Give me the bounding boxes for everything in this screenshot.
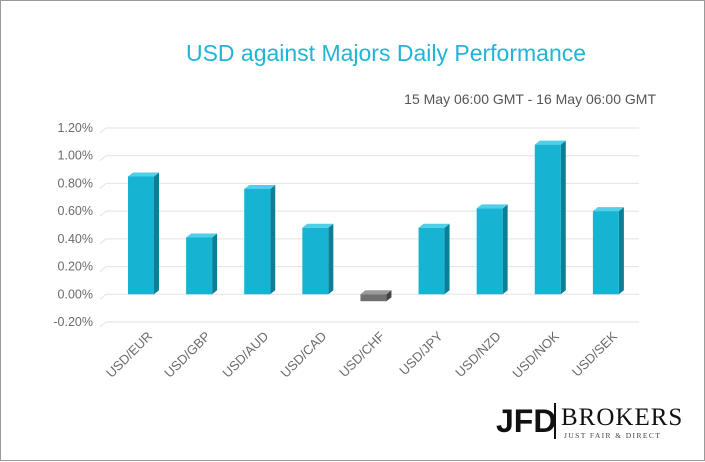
bar-front — [418, 227, 445, 295]
gridline-depth — [99, 266, 107, 272]
bar-front — [128, 176, 154, 295]
y-tick-label: 0.60% — [58, 204, 93, 218]
x-tick-label: USD/EUR — [103, 329, 155, 381]
bar-side — [618, 207, 624, 295]
bar-usd-aud — [244, 184, 276, 295]
bar-usd-sek — [592, 207, 624, 295]
bar-usd-cad — [302, 223, 334, 295]
x-tick-label: USD/CHF — [336, 328, 388, 380]
bar-usd-gbp — [186, 233, 218, 295]
bar-side — [444, 223, 450, 295]
bar-top — [360, 290, 392, 295]
x-tick-label: USD/CAD — [277, 329, 329, 381]
bar-usd-nok — [534, 140, 566, 295]
bar-side — [154, 172, 159, 295]
logo-tagline: JUST FAIR & DIRECT — [564, 431, 661, 440]
bar-front — [534, 144, 561, 295]
bar-top — [418, 223, 450, 228]
x-tick-label: USD/SEK — [569, 328, 620, 379]
chart-title: USD against Majors Daily Performance — [186, 40, 586, 66]
x-tick-label: USD/NOK — [509, 328, 562, 381]
bar-side — [328, 223, 334, 295]
bar-front — [476, 208, 503, 295]
gridline-depth — [99, 293, 107, 300]
x-tick-label: USD/AUD — [219, 329, 271, 381]
bar-side — [386, 290, 392, 302]
chart-subtitle: 15 May 06:00 GMT - 16 May 06:00 GMT — [404, 91, 656, 107]
bars — [128, 140, 624, 302]
x-tick-label: USD/GBP — [161, 329, 213, 381]
bar-top — [592, 207, 624, 212]
y-tick-label: 1.00% — [58, 149, 93, 163]
y-tick-label: -0.20% — [53, 315, 93, 329]
gridline-depth — [99, 155, 107, 162]
bar-front — [244, 188, 271, 295]
bar-top — [186, 233, 218, 238]
bar-top — [128, 172, 159, 177]
bar-usd-nzd — [476, 204, 508, 295]
y-tick-label: 0.80% — [58, 176, 93, 190]
bar-side — [270, 184, 276, 295]
y-tick-label: 0.00% — [58, 287, 93, 301]
bar-front — [360, 294, 387, 302]
x-tick-label: USD/JPY — [396, 328, 446, 378]
gridline-depth — [99, 321, 107, 328]
x-axis-labels: USD/EUR USD/GBP USD/AUD USD/CAD USD/CHF USD/J… — [103, 328, 620, 381]
x-tick-label: USD/NZD — [452, 329, 503, 380]
gridline-depth — [99, 127, 107, 134]
bar-top — [476, 204, 508, 209]
logo-divider — [554, 403, 556, 439]
gridline-depth — [99, 183, 107, 189]
gridline-depth — [99, 210, 107, 217]
bar-front — [302, 227, 329, 295]
bar-usd-chf — [360, 290, 392, 302]
bar-top — [244, 184, 276, 189]
bar-usd-eur — [128, 172, 159, 295]
y-axis-ticks: -0.20% 0.00% 0.20% 0.40% 0.60% 0.80% 1.00% 1.20… — [53, 121, 93, 329]
jfd-brokers-logo: JFD BROKERS JUST FAIR & DIRECT — [496, 403, 683, 440]
bar-side — [502, 204, 508, 295]
y-tick-label: 0.20% — [58, 260, 93, 274]
y-tick-label: 1.20% — [58, 121, 93, 135]
bar-top — [302, 223, 334, 228]
bar-usd-jpy — [418, 223, 450, 295]
y-tick-label: 0.40% — [58, 232, 93, 246]
bar-side — [560, 140, 566, 295]
logo-brand: JFD — [496, 403, 556, 439]
bar-front — [186, 237, 213, 295]
bar-front — [592, 211, 619, 295]
bar-side — [212, 233, 218, 295]
gridline-depth — [99, 238, 107, 245]
logo-brokers: BROKERS — [561, 404, 683, 431]
bar-top — [534, 140, 566, 145]
